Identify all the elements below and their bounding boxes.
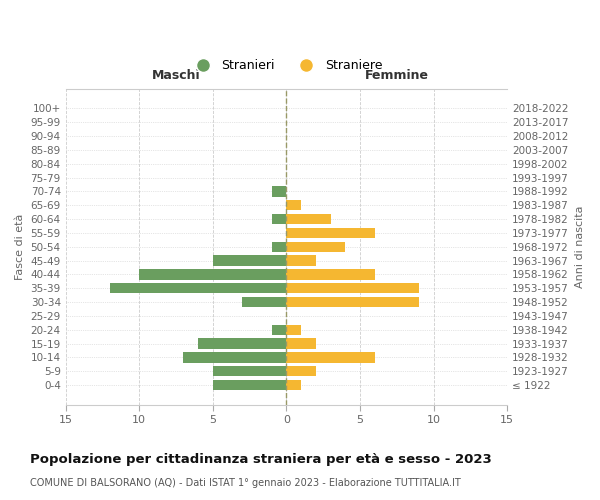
Y-axis label: Fasce di età: Fasce di età [15,214,25,280]
Text: Maschi: Maschi [152,69,200,82]
Bar [139,269,286,280]
Y-axis label: Anni di nascita: Anni di nascita [575,206,585,288]
Bar [110,283,286,294]
Text: COMUNE DI BALSORANO (AQ) - Dati ISTAT 1° gennaio 2023 - Elaborazione TUTTITALIA.: COMUNE DI BALSORANO (AQ) - Dati ISTAT 1°… [30,478,461,488]
Bar [272,242,286,252]
Bar [286,214,331,224]
Bar [286,228,375,238]
Bar [286,242,346,252]
Legend: Stranieri, Straniere: Stranieri, Straniere [185,54,388,77]
Bar [213,256,286,266]
Bar [242,297,286,307]
Bar [286,366,316,376]
Bar [272,214,286,224]
Bar [272,186,286,196]
Bar [286,324,301,335]
Bar [272,324,286,335]
Bar [286,200,301,210]
Text: Femmine: Femmine [365,69,429,82]
Bar [213,380,286,390]
Text: Popolazione per cittadinanza straniera per età e sesso - 2023: Popolazione per cittadinanza straniera p… [30,452,492,466]
Bar [286,338,316,348]
Bar [286,352,375,362]
Bar [286,283,419,294]
Bar [213,366,286,376]
Bar [286,256,316,266]
Bar [198,338,286,348]
Bar [286,269,375,280]
Bar [286,297,419,307]
Bar [286,380,301,390]
Bar [184,352,286,362]
